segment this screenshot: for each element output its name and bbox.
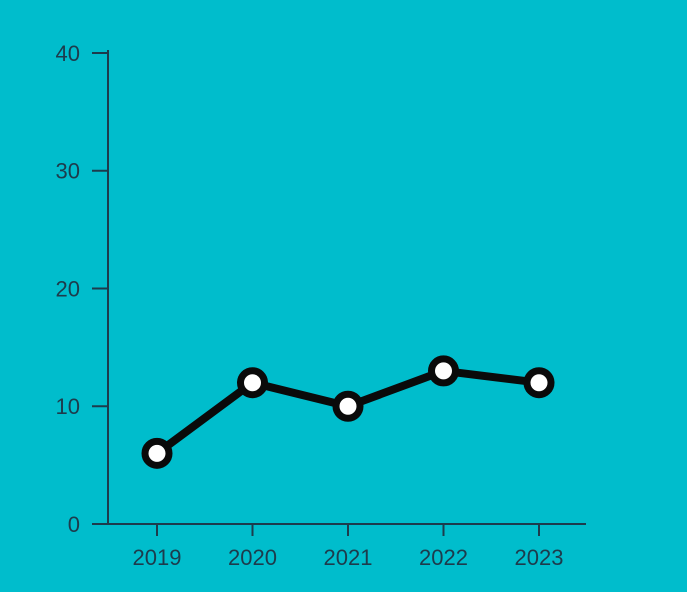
x-tick-label: 2021 bbox=[324, 545, 373, 570]
x-tick-label: 2020 bbox=[228, 545, 277, 570]
x-tick-label: 2019 bbox=[133, 545, 182, 570]
point bbox=[523, 367, 555, 399]
y-tick-label: 40 bbox=[56, 41, 80, 66]
y-tick-label: 30 bbox=[56, 159, 80, 184]
point bbox=[141, 437, 173, 469]
y-tick-label: 10 bbox=[56, 394, 80, 419]
x-tick-label: 2022 bbox=[419, 545, 468, 570]
point bbox=[237, 367, 268, 399]
point bbox=[332, 390, 364, 422]
x-tick-label: 2023 bbox=[515, 545, 564, 570]
y-tick-label: 20 bbox=[56, 276, 80, 301]
point bbox=[428, 355, 459, 387]
y-tick-label: 0 bbox=[68, 512, 80, 537]
